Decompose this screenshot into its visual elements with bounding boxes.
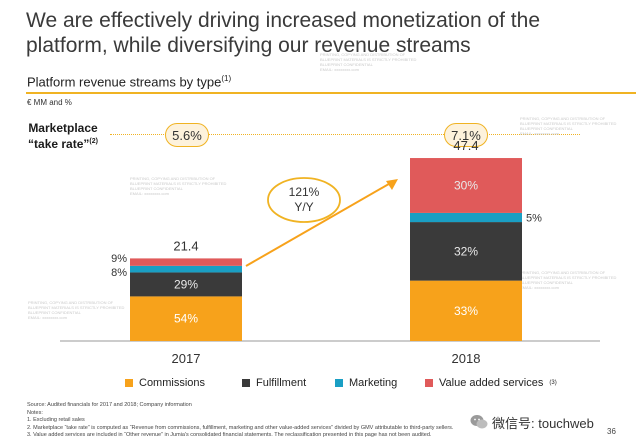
page-number: 36 xyxy=(607,427,616,436)
take-rate-label-text: Marketplace “take rate” xyxy=(28,121,98,151)
subtitle-divider xyxy=(26,92,636,94)
wechat-label: 微信号: touchweb xyxy=(492,415,594,431)
legend-item-value-added: Value added services (3) xyxy=(425,377,557,389)
legend-swatch-fulfillment xyxy=(242,379,250,387)
chart-bars: 54% 29% 8% 9% 21.4 2017 33% 32% 5% 30% 47.4 2018 xyxy=(60,138,600,366)
watermark: PRINTING, COPYING AND DISTRIBUTION OF BL… xyxy=(130,176,227,196)
legend-swatch-value-added xyxy=(425,379,433,387)
legend-item-fulfillment: Fulfillment xyxy=(242,377,306,389)
x-tick-2017: 2017 xyxy=(172,351,201,366)
legend-label-marketing: Marketing xyxy=(349,377,398,389)
footnote-item: 1. Excluding retail sales xyxy=(27,417,85,423)
take-rate-2017: 5.6% xyxy=(165,123,209,147)
legend-swatch-commissions xyxy=(125,379,133,387)
bar-segment-2018-1 xyxy=(410,222,522,281)
chart-legend: Commissions Fulfillment Marketing Value … xyxy=(125,377,625,393)
segment-label: 32% xyxy=(454,244,478,258)
legend-label-commissions: Commissions xyxy=(139,377,206,389)
footnotes: Source: Audited financials for 2017 and … xyxy=(27,402,587,440)
footnote-item: 2. Marketplace “take rate” is computed a… xyxy=(27,424,454,431)
bar-segment-2017-1 xyxy=(130,272,242,297)
bar-segment-2018-2 xyxy=(410,212,522,223)
take-rate-label: Marketplace “take rate”(2) xyxy=(20,121,106,151)
take-rate-footnote: (2) xyxy=(89,138,98,145)
growth-arrowhead xyxy=(386,179,398,190)
growth-arrow xyxy=(245,180,395,267)
segment-label: 54% xyxy=(174,312,198,326)
chart-subtitle: Platform revenue streams by type(1) xyxy=(27,74,231,89)
subtitle-footnote: (1) xyxy=(221,74,232,83)
legend-item-commissions: Commissions xyxy=(125,377,205,389)
legend-label-fulfillment: Fulfillment xyxy=(256,377,307,389)
segment-label: 30% xyxy=(454,179,478,193)
bar-segment-2018-0 xyxy=(410,280,522,341)
growth-bubble-line1: 121% xyxy=(289,185,320,199)
slide-title: We are effectively driving increased mon… xyxy=(26,9,540,57)
segment-label: 29% xyxy=(174,277,198,291)
watermark: PRINTING, COPYING AND DISTRIBUTION OF BL… xyxy=(320,52,417,72)
footnote-source: Source: Audited financials for 2017 and … xyxy=(27,402,192,408)
legend-swatch-marketing xyxy=(335,379,343,387)
units-label: € MM and % xyxy=(27,98,72,107)
bar-segment-2018-3 xyxy=(410,158,522,213)
watermark: PRINTING, COPYING AND DISTRIBUTION OF BL… xyxy=(520,116,617,136)
growth-bubble-line2: Y/Y xyxy=(294,200,313,214)
bar-segment-2017-3 xyxy=(130,258,242,266)
bar-segment-2017-0 xyxy=(130,296,242,341)
bar-total-2017: 21.4 xyxy=(173,238,198,253)
take-rate-2018: 7.1% xyxy=(444,123,488,147)
segment-label: 5% xyxy=(526,213,542,225)
legend-label-value-added: Value added services xyxy=(439,377,544,389)
watermark: PRINTING, COPYING AND DISTRIBUTION OF BL… xyxy=(520,270,617,290)
growth-annotation: 121% Y/Y xyxy=(245,177,398,267)
wechat-icon xyxy=(470,415,488,429)
wechat-watermark: 微信号: touchweb xyxy=(470,410,632,434)
take-rate-dotted-line xyxy=(110,134,580,135)
bar-segment-2017-2 xyxy=(130,265,242,273)
legend-item-marketing: Marketing xyxy=(335,377,397,389)
segment-label: 8% xyxy=(111,267,127,279)
subtitle-text: Platform revenue streams by type xyxy=(27,74,222,90)
growth-bubble xyxy=(267,177,341,223)
segment-label: 9% xyxy=(111,253,127,265)
footnote-heading: Notes: xyxy=(27,409,43,416)
segment-label: 33% xyxy=(454,304,478,318)
x-tick-2018: 2018 xyxy=(452,351,481,366)
footnote-item: 3. Value added services are included in … xyxy=(27,432,432,438)
watermark: PRINTING, COPYING AND DISTRIBUTION OF BL… xyxy=(28,300,125,320)
legend-footnote: (3) xyxy=(549,380,557,386)
bar-total-2018: 47.4 xyxy=(453,138,478,153)
